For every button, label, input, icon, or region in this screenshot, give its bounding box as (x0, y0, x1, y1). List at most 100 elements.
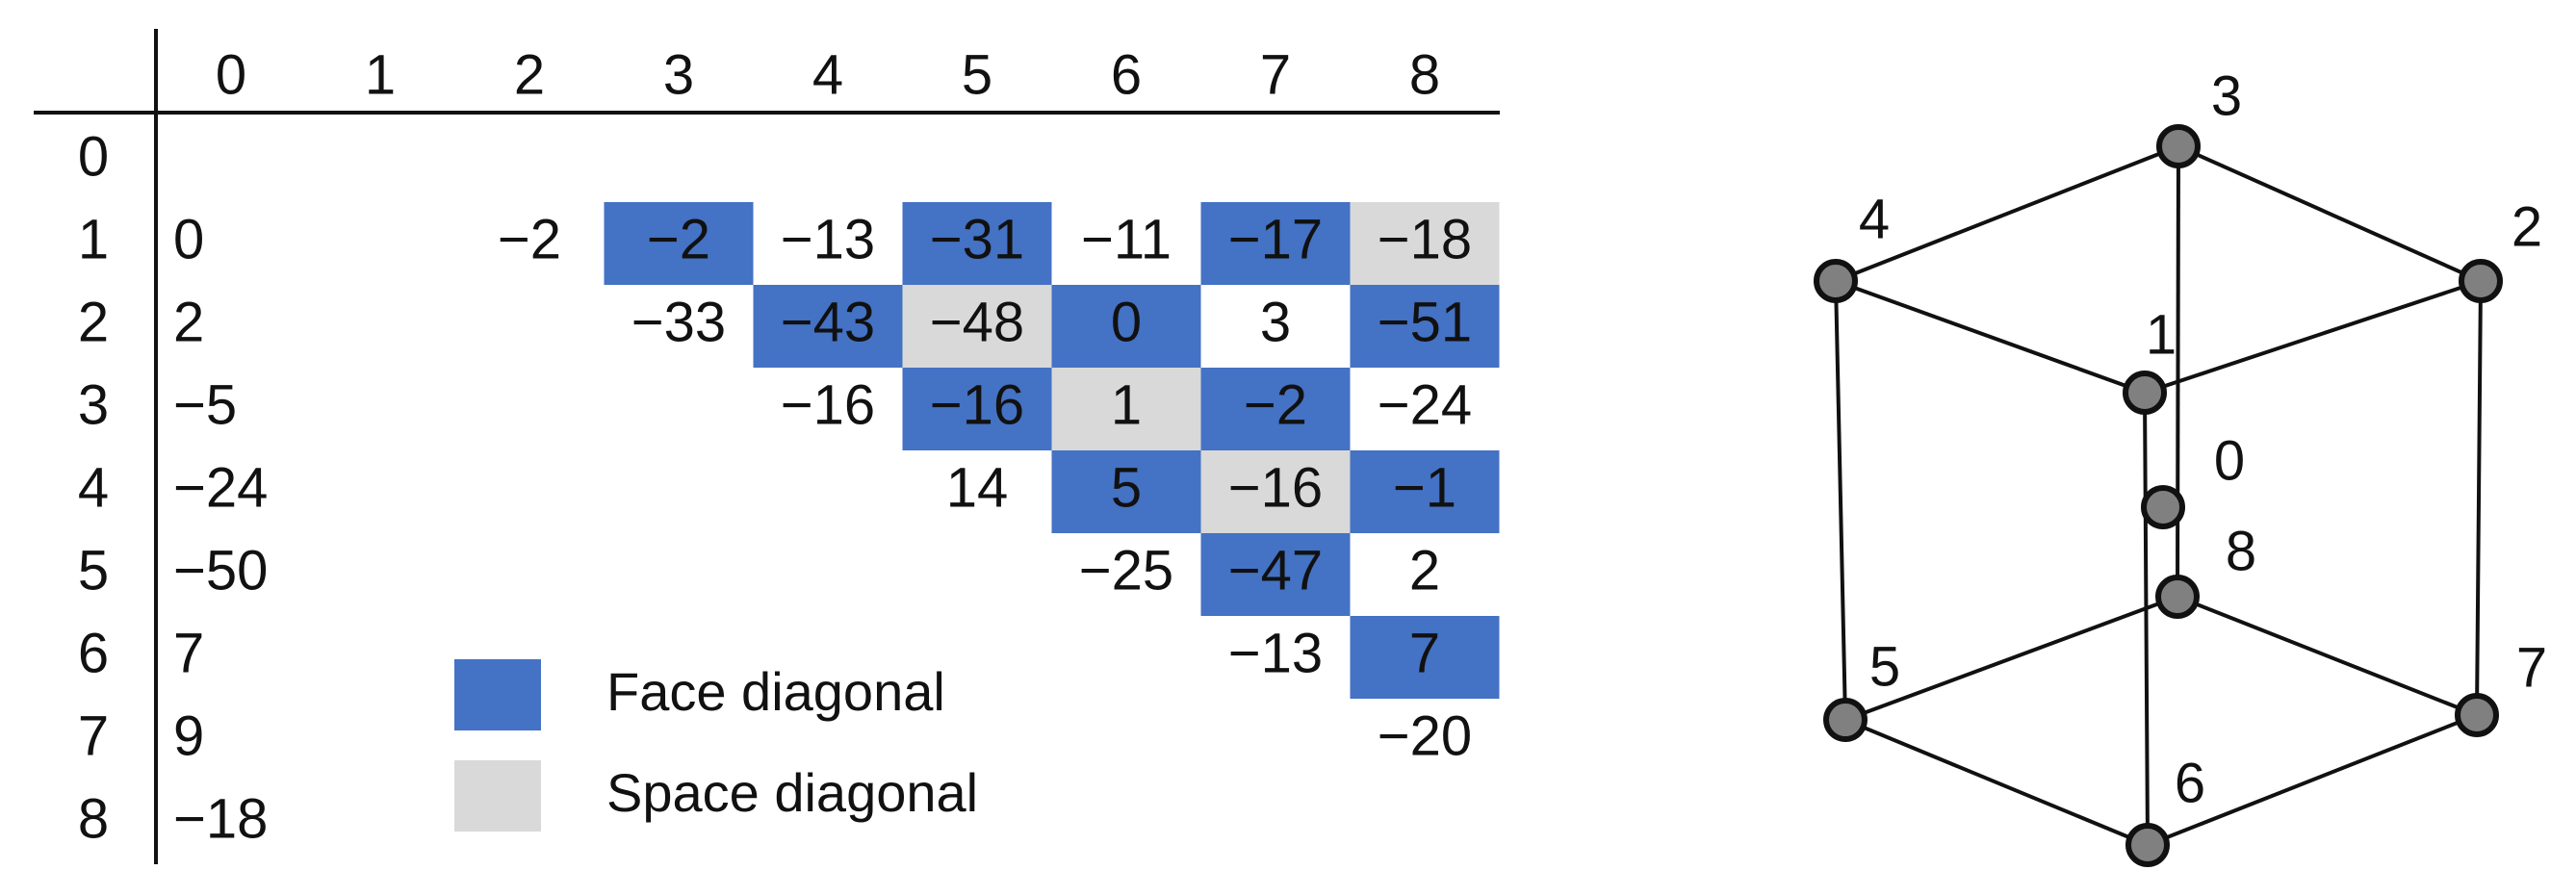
cell-value: −25 (1079, 539, 1173, 602)
cube-node-label: 8 (2226, 520, 2256, 582)
cube-node (2125, 823, 2170, 867)
cube-edge (1835, 144, 2179, 283)
cell-value: −47 (1228, 539, 1323, 602)
space-legend-label: Space diagonal (606, 762, 978, 823)
cube-node-label: 5 (1869, 635, 1900, 698)
cell-value: −13 (1228, 622, 1323, 684)
column-header: 1 (365, 43, 396, 106)
cube-edge (1844, 595, 2178, 722)
cell-value: −50 (173, 539, 268, 602)
face-diagonal-cell (902, 368, 1052, 450)
cell-value: 2 (1409, 539, 1440, 602)
cube-node (2155, 575, 2200, 619)
cell-value: −51 (1378, 291, 1472, 353)
cell-value: 14 (946, 456, 1009, 519)
column-header: 8 (1409, 43, 1440, 106)
cell-value: −33 (631, 291, 726, 353)
cube-edge (2143, 392, 2150, 846)
cube-edge (2176, 145, 2180, 598)
face-diagonal-cell (902, 202, 1052, 285)
cell-value: 7 (1409, 622, 1440, 684)
cube-node-label: 2 (2512, 195, 2542, 258)
cell-value: 9 (173, 704, 204, 767)
cube-edge (2177, 595, 2478, 717)
cell-value: −17 (1228, 208, 1323, 270)
cell-value: −20 (1378, 704, 1472, 767)
row-header: 4 (78, 456, 109, 519)
cube-node (2455, 693, 2499, 737)
face-diagonal-cell (1350, 450, 1500, 533)
cube-edge (1844, 718, 2149, 847)
legend: Face diagonal Space diagonal (454, 659, 978, 832)
cell-value: 2 (173, 291, 204, 353)
row-header: 2 (78, 291, 109, 353)
face-diagonal-cell (1200, 533, 1351, 616)
column-header: 6 (1111, 43, 1142, 106)
column-header: 0 (216, 43, 246, 106)
face-diagonal-cell (1350, 616, 1500, 699)
face-diagonal-cell (753, 285, 903, 368)
cell-value: 5 (1111, 456, 1142, 519)
face-legend-swatch (454, 659, 541, 730)
cube-edge (1835, 279, 2146, 395)
cell-value: −1 (1393, 456, 1456, 519)
cell-value: −11 (1081, 208, 1172, 270)
cell-value: −2 (498, 208, 561, 270)
cube-node (2141, 485, 2185, 529)
cell-value: −48 (930, 291, 1024, 353)
cube-edge (2177, 144, 2482, 283)
space-diagonal-cell (1051, 368, 1201, 450)
cube-node-label: 1 (2146, 303, 2177, 366)
cell-value: −18 (173, 787, 268, 850)
space-legend-swatch (454, 760, 541, 832)
cell-value: −2 (647, 208, 710, 270)
row-header: 5 (78, 539, 109, 602)
cube-node-label: 7 (2516, 636, 2547, 699)
cube-node (2123, 371, 2167, 415)
face-diagonal-cell (1051, 285, 1201, 368)
cube-node-label: 6 (2175, 752, 2205, 814)
face-diagonal-cell (1350, 285, 1500, 368)
face-diagonal-cell (604, 202, 754, 285)
cube-node-label: 0 (2214, 429, 2245, 492)
cube-node (2459, 259, 2503, 303)
face-diagonal-cell (1200, 202, 1351, 285)
column-header: 5 (962, 43, 992, 106)
cell-value: −2 (1244, 373, 1307, 436)
face-legend-label: Face diagonal (606, 661, 945, 722)
cube-edge (1834, 280, 1847, 721)
cube-edge (2144, 279, 2482, 395)
cell-value: −43 (781, 291, 875, 353)
space-diagonal-cell (1350, 202, 1500, 285)
cell-value: 0 (1111, 291, 1142, 353)
face-diagonal-cell (1051, 450, 1201, 533)
cell-value: 3 (1260, 291, 1291, 353)
cell-value: 1 (1111, 373, 1142, 436)
space-diagonal-cell (1200, 450, 1351, 533)
face-diagonal-cell (1200, 368, 1351, 450)
cell-value: −5 (173, 373, 237, 436)
cube-node (1814, 259, 1858, 303)
cell-value: −31 (930, 208, 1024, 270)
cube-diagram: 01 2 3 4 5 6 7 8 (1814, 64, 2547, 867)
cell-value: −24 (1378, 373, 1472, 436)
space-diagonal-cell (902, 285, 1052, 368)
row-header: 0 (78, 125, 109, 188)
column-header: 2 (514, 43, 545, 106)
cell-value: 0 (173, 208, 204, 270)
cube-edge (2475, 280, 2483, 716)
row-header: 3 (78, 373, 109, 436)
row-header: 6 (78, 622, 109, 684)
cell-value: −16 (781, 373, 875, 436)
cube-node (1823, 698, 1868, 742)
cube-node (2156, 124, 2201, 168)
cell-value: −13 (781, 208, 875, 270)
column-header: 4 (812, 43, 843, 106)
cell-value: −18 (1378, 208, 1472, 270)
row-header: 8 (78, 787, 109, 850)
cell-value: 7 (173, 622, 204, 684)
column-header: 7 (1260, 43, 1291, 106)
